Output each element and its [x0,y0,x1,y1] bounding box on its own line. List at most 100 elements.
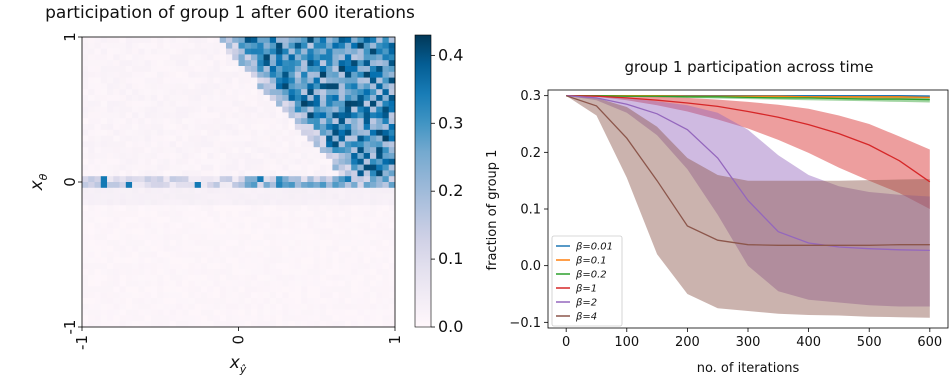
heatmap-cell [344,141,352,148]
heatmap-cell [125,170,133,177]
heatmap-cell [132,280,139,287]
heatmap-cell [288,205,296,212]
heatmap-cell [225,37,233,44]
heatmap-cell [232,135,239,142]
heatmap-cell [338,280,346,287]
heatmap-cell [138,118,145,125]
heatmap-cell [338,77,346,84]
heatmap-cell [175,211,183,218]
heatmap-cell [301,129,308,136]
heatmap-cell [376,245,383,252]
heatmap-cell [157,83,164,90]
legend-box [551,235,623,327]
heatmap-cell [269,141,277,148]
colorbar-tick-label: 0.1 [438,249,463,268]
heatmap-cell [188,141,195,148]
heatmap-cell [194,89,202,96]
heatmap-cell [163,257,170,264]
heatmap-cell [263,228,271,235]
heatmap-cell [326,129,333,136]
heatmap-cell [244,234,252,241]
heatmap-cell [144,141,152,148]
heatmap-cell [225,95,233,102]
heatmap-cell [169,118,177,125]
heatmap-cell [169,257,177,264]
heatmap-cell [263,129,271,136]
heatmap-cell [307,303,314,310]
heatmap-cell [138,124,145,131]
heatmap-cell [182,240,189,247]
heatmap-cell [363,176,371,183]
heatmap-cell [163,280,170,287]
heatmap-cell [357,269,364,276]
heatmap-cell [194,118,202,125]
series-line [566,95,930,252]
heatmap-cell [113,42,120,49]
heatmap-cell [276,158,283,165]
heatmap-cell [94,182,102,189]
heatmap-cell [269,257,277,264]
heatmap-cell [144,228,152,235]
heatmap-cell [113,71,120,78]
heatmap-cell [82,251,89,258]
heatmap-cell [119,263,127,270]
heatmap-cell [326,199,333,206]
heatmap-cell [125,106,133,113]
heatmap-cell [150,60,158,67]
heatmap-cell [119,83,127,90]
heatmap-cell [213,240,221,247]
heatmap-cell [207,164,214,171]
heatmap-cell [351,269,358,276]
heatmap-cell [82,164,89,171]
heatmap-cell [163,222,170,229]
heatmap-cell [338,234,346,241]
heatmap-cell [182,48,189,55]
heatmap-cell [276,89,283,96]
heatmap-cell [288,303,296,310]
heatmap-cell [301,48,308,55]
heatmap-cell [294,153,302,160]
heatmap-cell [244,211,252,218]
heatmap-cell [257,182,264,189]
line-y-label: fraction of group 1 [485,150,500,271]
heatmap-cell [332,222,339,229]
heatmap-cell [144,112,152,119]
heatmap-cell [138,89,145,96]
heatmap-cell [225,187,233,194]
heatmap-cell [175,187,183,194]
heatmap-cell [269,60,277,67]
heatmap-cell [207,106,214,113]
heatmap-cell [307,54,314,61]
heatmap-cell [207,170,214,177]
heatmap-cell [163,95,170,102]
heatmap-cell [363,164,371,171]
heatmap-cell [194,77,202,84]
heatmap-cell [238,66,246,73]
heatmap-cell [244,71,252,78]
heatmap-cell [188,263,195,270]
heatmap-cell [363,141,371,148]
heatmap-cell [225,309,233,316]
heatmap-cell [244,222,252,229]
heatmap-cell [125,222,133,229]
heatmap-cell [82,298,89,305]
heatmap-cell [313,263,321,270]
heatmap-cell [207,292,214,299]
heatmap-cell [207,89,214,96]
heatmap-cell [263,83,271,90]
heatmap-cell [138,211,145,218]
heatmap-cell [175,182,183,189]
heatmap-cell [188,170,195,177]
heatmap-cell [119,54,127,61]
heatmap-cell [257,286,264,293]
heatmap-cell [188,251,195,258]
heatmap-cell [376,216,383,223]
heatmap-cell [269,135,277,142]
heatmap-cell [276,228,283,235]
heatmap-cell [382,193,390,200]
heatmap-cell [213,228,221,235]
heatmap-cell [282,170,289,177]
heatmap-cell [175,42,183,49]
heatmap-cell [200,257,208,264]
heatmap-cell [119,199,127,206]
